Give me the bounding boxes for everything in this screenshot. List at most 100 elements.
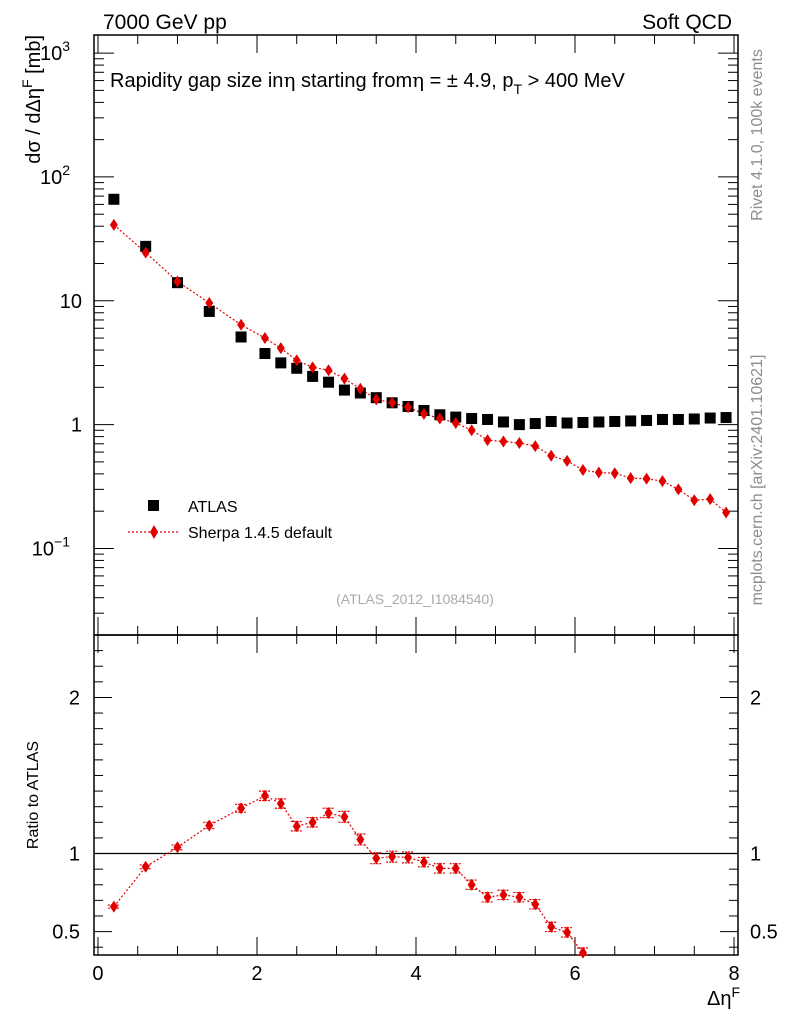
legend: ATLAS Sherpa 1.4.5 default [128, 499, 333, 542]
atlas-point [259, 348, 271, 360]
ratio-y-tick-label-left: 0.5 [52, 922, 80, 944]
sherpa-point [531, 440, 540, 453]
sherpa-point [563, 454, 572, 467]
ratio-y-tick-label-right: 1 [750, 844, 761, 866]
sherpa-point [109, 218, 118, 231]
sherpa-point [515, 437, 524, 450]
x-tick-label: 2 [251, 963, 262, 985]
atlas-point [561, 417, 573, 429]
atlas-point [338, 384, 350, 396]
ratio-sherpa-point [237, 802, 246, 815]
ratio-sherpa-point [372, 852, 381, 865]
atlas-point [307, 370, 319, 382]
ratio-sherpa-point [260, 789, 269, 802]
atlas-point [577, 416, 589, 428]
ratio-sherpa-point [324, 806, 333, 819]
ratio-y-axis-label: Ratio to ATLAS [25, 741, 42, 849]
sherpa-point [404, 401, 413, 414]
sherpa-point [451, 417, 460, 430]
category-label: Soft QCD [642, 11, 732, 34]
sherpa-point [292, 354, 301, 367]
sherpa-point [260, 332, 269, 345]
legend-label-atlas: ATLAS [188, 499, 238, 516]
ratio-sherpa-point [308, 816, 317, 829]
main-y-axis-label: dσ / dΔηF [mb] [19, 35, 45, 164]
atlas-point [641, 414, 653, 426]
energy-label: 7000 GeV pp [103, 11, 227, 34]
sherpa-point [658, 475, 667, 488]
atlas-point [720, 412, 732, 424]
legend-marker-sherpa [150, 525, 158, 539]
ratio-sherpa-point [340, 810, 349, 823]
sherpa-point [499, 435, 508, 448]
ratio-y-tick-label-right: 0.5 [750, 922, 778, 944]
sherpa-point [324, 364, 333, 377]
atlas-point [513, 419, 525, 431]
ratio-sherpa-point [141, 860, 150, 873]
main-y-tick-label: 10 [60, 291, 82, 313]
ratio-y-tick-label-left: 1 [69, 844, 80, 866]
sherpa-point [308, 361, 317, 374]
atlas-point [275, 357, 287, 369]
main-y-tick-label: 1 [71, 415, 82, 437]
ratio-y-tick-label-right: 2 [750, 687, 761, 709]
sherpa-point [706, 493, 715, 506]
sherpa-point [205, 296, 214, 309]
ratio-sherpa-point [578, 946, 587, 959]
legend-label-sherpa: Sherpa 1.4.5 default [188, 525, 333, 542]
x-tick-label: 4 [410, 963, 421, 985]
ratio-sherpa-point [515, 891, 524, 904]
atlas-point [625, 415, 637, 427]
sherpa-point [722, 506, 731, 519]
x-tick-label: 8 [728, 963, 739, 985]
main-y-tick-label: 102 [40, 162, 70, 189]
ratio-sherpa-point [109, 900, 118, 913]
atlas-point [323, 376, 335, 388]
ratio-sherpa-curve [113, 795, 584, 954]
atlas-point [704, 412, 716, 424]
legend-marker-atlas [148, 500, 159, 511]
atlas-point [656, 413, 668, 425]
atlas-point [108, 193, 120, 205]
sherpa-point [237, 318, 246, 331]
ratio-sherpa-point [451, 862, 460, 875]
x-tick-label: 0 [92, 963, 103, 985]
ratio-sherpa-point [499, 888, 508, 901]
sherpa-point [594, 466, 603, 479]
sherpa-curve [113, 224, 727, 513]
x-tick-label: 6 [569, 963, 580, 985]
main-y-tick-label: 10−1 [32, 533, 70, 560]
atlas-point [203, 305, 215, 317]
ratio-data-layer [107, 789, 589, 959]
ratio-y-tick-label-left: 2 [69, 687, 80, 709]
atlas-point [529, 418, 541, 430]
ratio-axis-ticks: 0 2 4 6 8 0.5 0.5 1 1 2 2 [52, 635, 778, 985]
ratio-sherpa-point [173, 841, 182, 854]
atlas-point [235, 331, 247, 343]
atlas-point [291, 362, 303, 374]
main-panel-frame [93, 34, 739, 636]
analysis-id-watermark: (ATLAS_2012_I1084540) [336, 591, 494, 607]
ratio-panel-frame [93, 634, 739, 956]
main-axis-ticks: 10−1 1 10 102 103 [32, 35, 738, 636]
atlas-point [688, 413, 700, 425]
x-axis-label: ΔηF [707, 984, 740, 1010]
sherpa-point [642, 472, 651, 485]
sherpa-point [435, 412, 444, 425]
sherpa-point [483, 434, 492, 447]
atlas-point [497, 416, 509, 428]
sherpa-point [578, 463, 587, 476]
ratio-sherpa-point [356, 833, 365, 846]
sherpa-point [690, 494, 699, 507]
ratio-sherpa-point [547, 920, 556, 933]
ratio-sherpa-point [419, 856, 428, 869]
source-label: mcplots.cern.ch [arXiv:2401.10621] [749, 355, 766, 606]
sherpa-point [372, 393, 381, 406]
sherpa-point [276, 342, 285, 355]
ratio-sherpa-point [205, 819, 214, 832]
ratio-sherpa-point [435, 862, 444, 875]
atlas-point [672, 413, 684, 425]
ratio-sherpa-point [563, 926, 572, 939]
sherpa-point [547, 449, 556, 462]
